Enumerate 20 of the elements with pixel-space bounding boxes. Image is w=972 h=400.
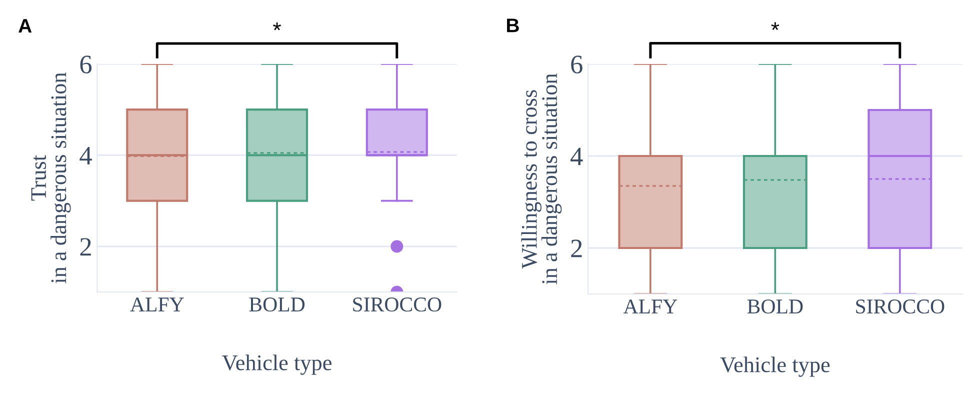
text: * (273, 22, 281, 30)
y-tick-label: 6 (80, 56, 92, 74)
x-tick-label: ALFY (623, 300, 678, 314)
x-tick-label: SIROCCO (856, 300, 944, 314)
y-tick-label: 4 (570, 148, 583, 166)
y-tick-label: 6 (571, 56, 582, 74)
x-tick-label: BOLD (747, 300, 803, 314)
y-tick-label: 2 (80, 238, 91, 256)
chart-title: B (507, 18, 519, 32)
y-axis-title: Trust in a dangerous situation (31, 72, 71, 284)
y-axis-title: Willingness to cross in a dangerous situation (521, 73, 562, 284)
x-tick-label: BOLD (249, 298, 305, 312)
text: * (771, 22, 780, 30)
x-axis-title: Vehicle type (222, 354, 332, 375)
x-tick-label: SIROCCO (353, 298, 442, 312)
y-tick-label: 2 (571, 240, 582, 258)
x-axis-title: Vehicle type (720, 356, 830, 377)
x-tick-label: ALFY (130, 298, 184, 312)
chart-title: A (18, 19, 32, 32)
y-tick-label: 4 (80, 146, 92, 164)
